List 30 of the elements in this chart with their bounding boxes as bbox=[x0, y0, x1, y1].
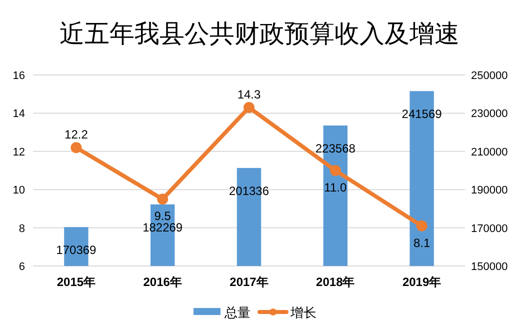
data-label: 9.5 bbox=[154, 209, 172, 224]
y-tick-label: 10 bbox=[12, 184, 25, 197]
x-tick-label: 2017年 bbox=[230, 275, 268, 289]
y-tick-label: 6 bbox=[18, 261, 25, 273]
point bbox=[244, 102, 254, 113]
legend-label: 增长 bbox=[290, 305, 316, 320]
legend-label: 总量 bbox=[224, 305, 250, 320]
point bbox=[330, 165, 341, 176]
y2-tick-label: 210000 bbox=[471, 146, 508, 158]
x-tick-label: 2019年 bbox=[402, 275, 442, 289]
y2-tick-label: 190000 bbox=[471, 184, 508, 197]
x-tick-label: 2015年 bbox=[56, 275, 96, 289]
y2-tick-label: 230000 bbox=[471, 108, 508, 120]
y-tick-label: 12 bbox=[12, 146, 25, 158]
point bbox=[416, 220, 428, 232]
point bbox=[70, 142, 82, 154]
y2-tick-label: 250000 bbox=[471, 70, 508, 82]
data-label: 12.2 bbox=[64, 128, 88, 142]
y2-tick-label: 150000 bbox=[471, 261, 508, 273]
data-label: 11.0 bbox=[324, 180, 347, 194]
point bbox=[157, 194, 168, 205]
data-label: 8.1 bbox=[413, 236, 430, 250]
y-tick-label: 8 bbox=[18, 222, 25, 235]
y2-tick-label: 170000 bbox=[471, 222, 508, 235]
y-tick-label: 16 bbox=[12, 70, 25, 82]
y-tick-label: 14 bbox=[12, 108, 25, 120]
x-tick-label: 2018年 bbox=[316, 275, 355, 289]
chart-title: 近五年我县公共财政预算收入及增速 bbox=[60, 21, 460, 48]
x-tick-label: 2016年 bbox=[143, 275, 182, 289]
data-label: 14.3 bbox=[237, 87, 261, 102]
